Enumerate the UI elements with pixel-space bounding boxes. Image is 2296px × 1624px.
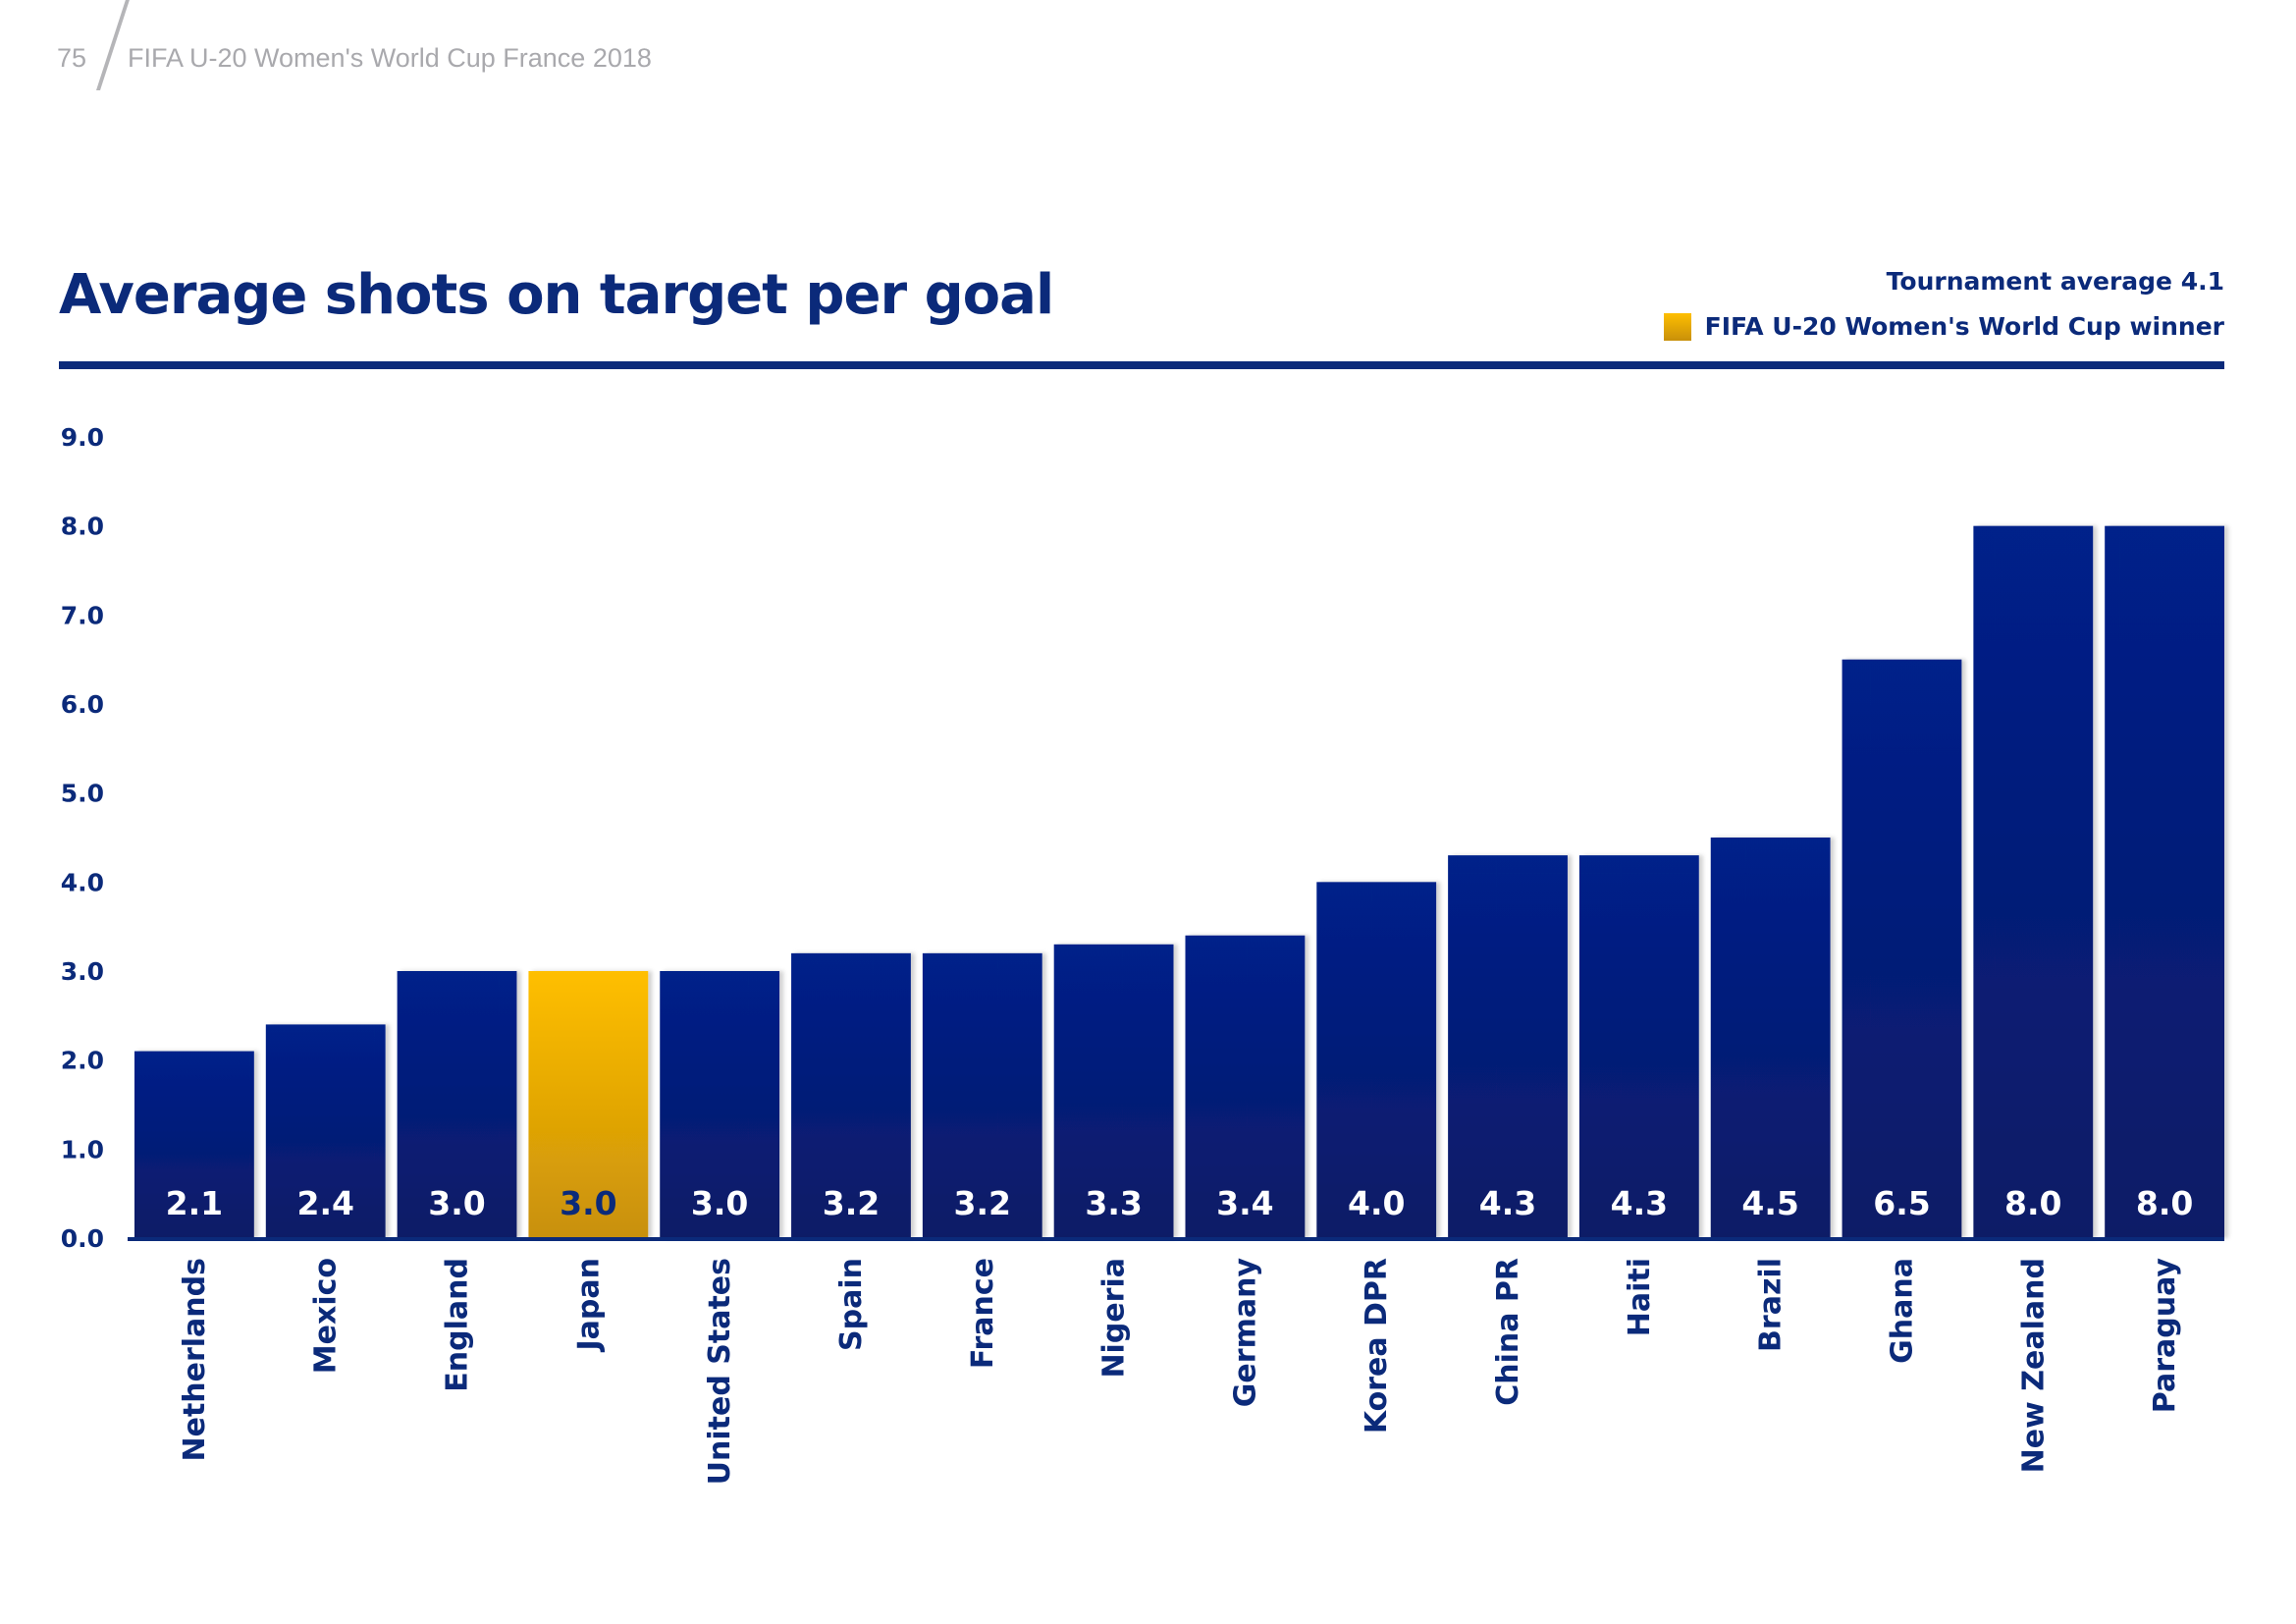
bar: [1842, 659, 1962, 1238]
x-tick-label: Paraguay: [2148, 1258, 2182, 1414]
bar-value-label: 3.0: [560, 1184, 616, 1222]
y-tick-label: 5.0: [61, 780, 104, 808]
x-tick-label: Germany: [1228, 1258, 1262, 1408]
x-tick-label: Haiti: [1623, 1258, 1657, 1336]
bar: [791, 952, 911, 1238]
bar-value-label: 8.0: [2136, 1184, 2193, 1222]
bar-value-label: 3.2: [823, 1184, 880, 1222]
y-tick-label: 8.0: [61, 513, 104, 541]
bars: 2.1 2.4 3.0 3.0 3.0 3.2 3.2 3.3 3.4 4.0 4.3 4.3 4.5 6…: [134, 525, 2224, 1238]
x-tick-label: Mexico: [309, 1258, 344, 1374]
bar-value-label: 2.1: [166, 1184, 223, 1222]
x-tick-label: Brazil: [1754, 1258, 1789, 1352]
x-tick-label: Nigeria: [1097, 1258, 1132, 1379]
bar-value-label: 4.0: [1348, 1184, 1405, 1222]
bar-value-label: 3.3: [1085, 1184, 1142, 1222]
y-tick-label: 4.0: [61, 868, 104, 896]
y-tick-label: 9.0: [61, 423, 104, 452]
bar-value-label: 8.0: [2004, 1184, 2061, 1222]
bar-value-label: 4.3: [1611, 1184, 1668, 1222]
x-tick-label: United States: [703, 1258, 737, 1485]
y-tick-label: 7.0: [61, 601, 104, 629]
x-tick-label: China PR: [1491, 1258, 1525, 1406]
bar: [1316, 882, 1437, 1238]
bar-value-label: 3.0: [691, 1184, 748, 1222]
y-tick-label: 1.0: [61, 1135, 104, 1164]
x-tick-label: New Zealand: [2016, 1258, 2051, 1473]
x-tick-label: Japan: [571, 1258, 606, 1352]
x-tick-label: France: [966, 1258, 1000, 1369]
bar-winner: [528, 971, 649, 1238]
bar: [922, 952, 1042, 1238]
bar: [1973, 525, 2094, 1238]
bar-value-label: 4.3: [1479, 1184, 1536, 1222]
y-axis: 0.0 1.0 2.0 3.0 4.0 5.0 6.0 7.0 8.0 9.0: [61, 423, 104, 1253]
bar-value-label: 3.0: [428, 1184, 485, 1222]
bar-value-label: 3.2: [954, 1184, 1011, 1222]
bar-value-label: 2.4: [296, 1184, 353, 1222]
y-tick-label: 0.0: [61, 1224, 104, 1253]
bar: [1185, 935, 1306, 1238]
x-tick-label: Korea DPR: [1360, 1258, 1394, 1434]
bar-value-label: 4.5: [1741, 1184, 1798, 1222]
x-tick-label: Ghana: [1885, 1258, 1919, 1364]
bar: [1053, 944, 1174, 1238]
y-tick-label: 6.0: [61, 690, 104, 719]
bar-value-label: 6.5: [1873, 1184, 1930, 1222]
bar: [265, 1024, 386, 1238]
y-tick-label: 3.0: [61, 957, 104, 986]
bar: [660, 971, 780, 1238]
bar: [1448, 855, 1568, 1238]
y-tick-label: 2.0: [61, 1047, 104, 1075]
bar: [1710, 838, 1831, 1238]
bar: [2105, 525, 2224, 1238]
x-tick-label: Netherlands: [178, 1258, 212, 1462]
tournament-average-note: Tournament average 4.1: [1886, 267, 2224, 296]
title-rule: [59, 361, 2224, 369]
winner-swatch-icon: [1663, 312, 1691, 341]
page-number: 75: [57, 43, 87, 73]
bar: [397, 971, 517, 1238]
publication-title: FIFA U-20 Women's World Cup France 2018: [128, 43, 652, 73]
bar-value-label: 3.4: [1216, 1184, 1273, 1222]
x-axis: Netherlands Mexico England Japan United Stat…: [178, 1258, 2182, 1486]
bar: [1578, 855, 1699, 1238]
bar: [134, 1051, 254, 1238]
x-tick-label: Spain: [834, 1258, 869, 1351]
x-tick-label: England: [441, 1258, 475, 1392]
chart-title: Average shots on target per goal: [59, 263, 1054, 327]
legend: FIFA U-20 Women's World Cup winner: [1663, 312, 2224, 341]
legend-winner-label: FIFA U-20 Women's World Cup winner: [1704, 312, 2224, 341]
